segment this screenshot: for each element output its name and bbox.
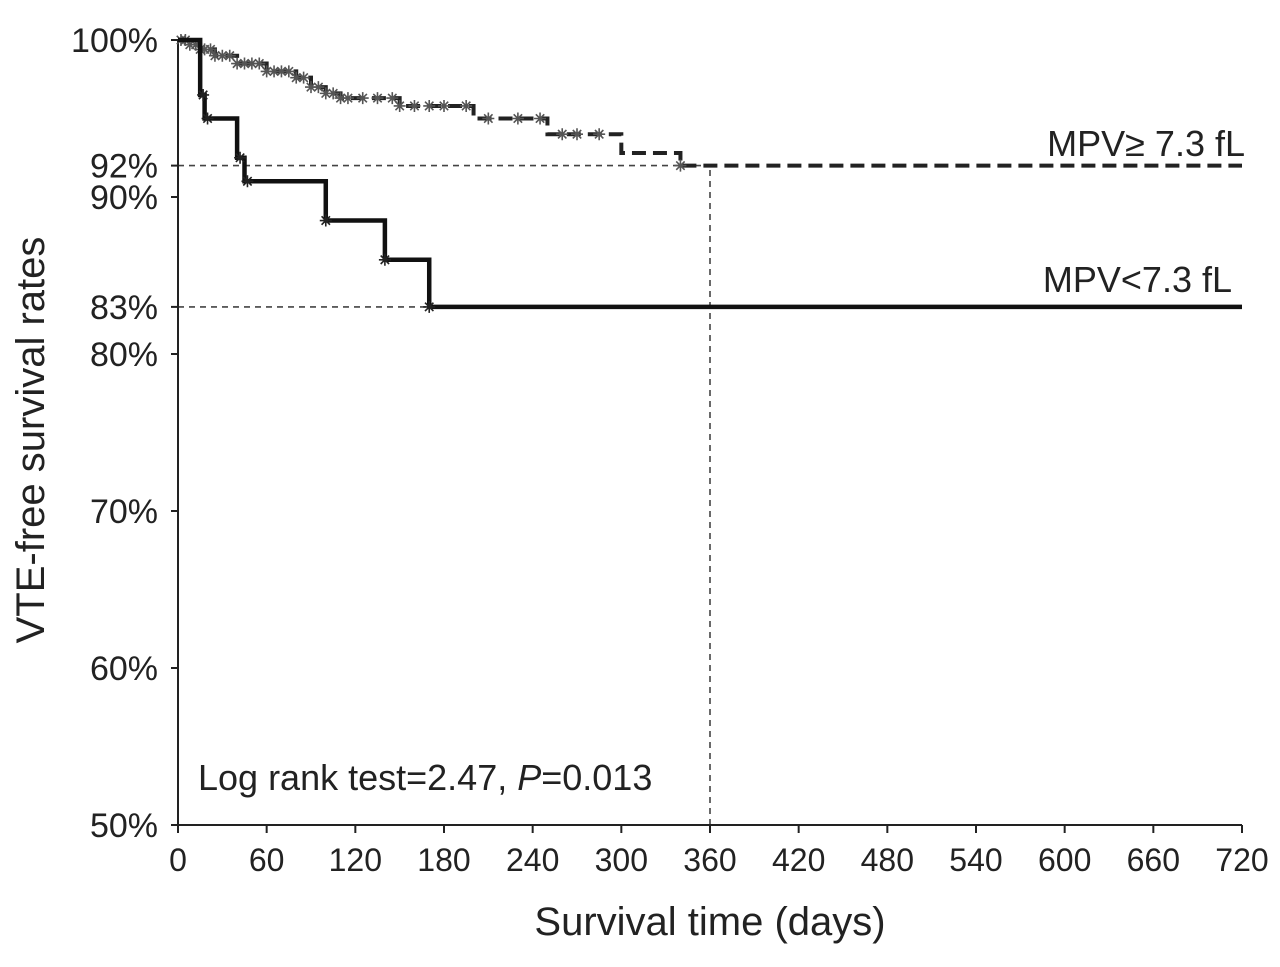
annotation-p-symbol: P bbox=[517, 757, 541, 798]
annotation-p-value: =0.013 bbox=[541, 757, 652, 798]
censor-mark bbox=[223, 49, 236, 62]
y-tick-label: 90% bbox=[90, 179, 158, 217]
censor-mark bbox=[438, 99, 450, 112]
censor-mark bbox=[189, 38, 202, 51]
censor-mark bbox=[216, 49, 229, 62]
censor-mark bbox=[245, 57, 258, 70]
annotation-text: Log rank test=2.47, bbox=[198, 757, 517, 798]
reference-lines bbox=[178, 164, 711, 825]
censor-mark bbox=[341, 92, 354, 105]
x-tick-label: 0 bbox=[169, 842, 187, 878]
y-tick-label: 92% bbox=[90, 148, 158, 186]
censor-mark bbox=[386, 92, 399, 105]
censor-mark bbox=[290, 71, 303, 84]
censor-mark bbox=[282, 65, 295, 78]
y-tick-label: 50% bbox=[90, 807, 158, 845]
censor-mark bbox=[231, 57, 244, 70]
censor-mark bbox=[234, 151, 247, 164]
censor-mark bbox=[297, 71, 310, 84]
series-layer bbox=[174, 34, 1242, 313]
y-tick-label: 60% bbox=[90, 650, 158, 688]
x-tick-label: 480 bbox=[861, 842, 914, 878]
censor-mark bbox=[571, 128, 583, 141]
censor-mark bbox=[534, 112, 547, 125]
y-tick-label: 100% bbox=[71, 22, 158, 60]
x-tick-label: 720 bbox=[1215, 842, 1268, 878]
x-axis-label: Survival time (days) bbox=[534, 900, 885, 944]
censor-mark bbox=[482, 112, 495, 125]
censor-mark bbox=[197, 88, 210, 101]
censor-mark bbox=[204, 43, 217, 56]
censor-mark bbox=[201, 112, 214, 125]
series-label-mpv-low: MPV<7.3 fL bbox=[1043, 259, 1232, 300]
y-tick-label: 70% bbox=[90, 493, 158, 531]
censor-mark bbox=[674, 159, 687, 172]
censor-mark bbox=[253, 57, 266, 70]
censor-mark bbox=[260, 65, 273, 78]
censor-mark bbox=[208, 49, 221, 62]
log-rank-annotation: Log rank test=2.47, P=0.013 bbox=[198, 757, 652, 798]
censor-mark bbox=[327, 87, 340, 100]
x-tick-label: 600 bbox=[1038, 842, 1091, 878]
censor-mark bbox=[423, 300, 436, 313]
censor-mark bbox=[511, 112, 524, 125]
censor-mark bbox=[312, 81, 325, 94]
censor-mark bbox=[556, 128, 569, 141]
censor-mark bbox=[371, 92, 384, 105]
x-tick-label: 420 bbox=[772, 842, 825, 878]
censor-mark bbox=[460, 99, 473, 112]
tick-labels: 0 60 120 180 240 300 360 420 480 540 600 660 720 100%… bbox=[71, 22, 1269, 878]
censor-mark bbox=[393, 99, 406, 112]
y-tick-label: 83% bbox=[90, 289, 158, 327]
censor-mark bbox=[356, 92, 369, 105]
censor-mark bbox=[305, 81, 317, 94]
censor-mark bbox=[423, 99, 436, 112]
censor-mark bbox=[268, 65, 281, 78]
series-label-mpv-high: MPV≥ 7.3 fL bbox=[1047, 123, 1245, 164]
censor-mark bbox=[238, 57, 251, 70]
censor-mark bbox=[334, 92, 347, 105]
x-tick-label: 540 bbox=[949, 842, 1002, 878]
censor-mark bbox=[241, 175, 254, 188]
x-tick-label: 120 bbox=[329, 842, 382, 878]
censor-mark bbox=[408, 99, 421, 112]
x-tick-label: 240 bbox=[506, 842, 559, 878]
censor-mark bbox=[593, 128, 606, 141]
x-tick-label: 360 bbox=[683, 842, 736, 878]
censor-mark bbox=[319, 87, 332, 100]
x-tick-label: 660 bbox=[1127, 842, 1180, 878]
y-axis-label: VTE-free survival rates bbox=[9, 237, 53, 644]
censor-mark bbox=[319, 214, 332, 227]
x-tick-label: 300 bbox=[595, 842, 648, 878]
x-tick-label: 180 bbox=[417, 842, 470, 878]
censor-mark bbox=[378, 253, 391, 266]
y-tick-label: 80% bbox=[90, 336, 158, 374]
censor-mark bbox=[275, 65, 288, 78]
x-tick-label: 60 bbox=[249, 842, 285, 878]
